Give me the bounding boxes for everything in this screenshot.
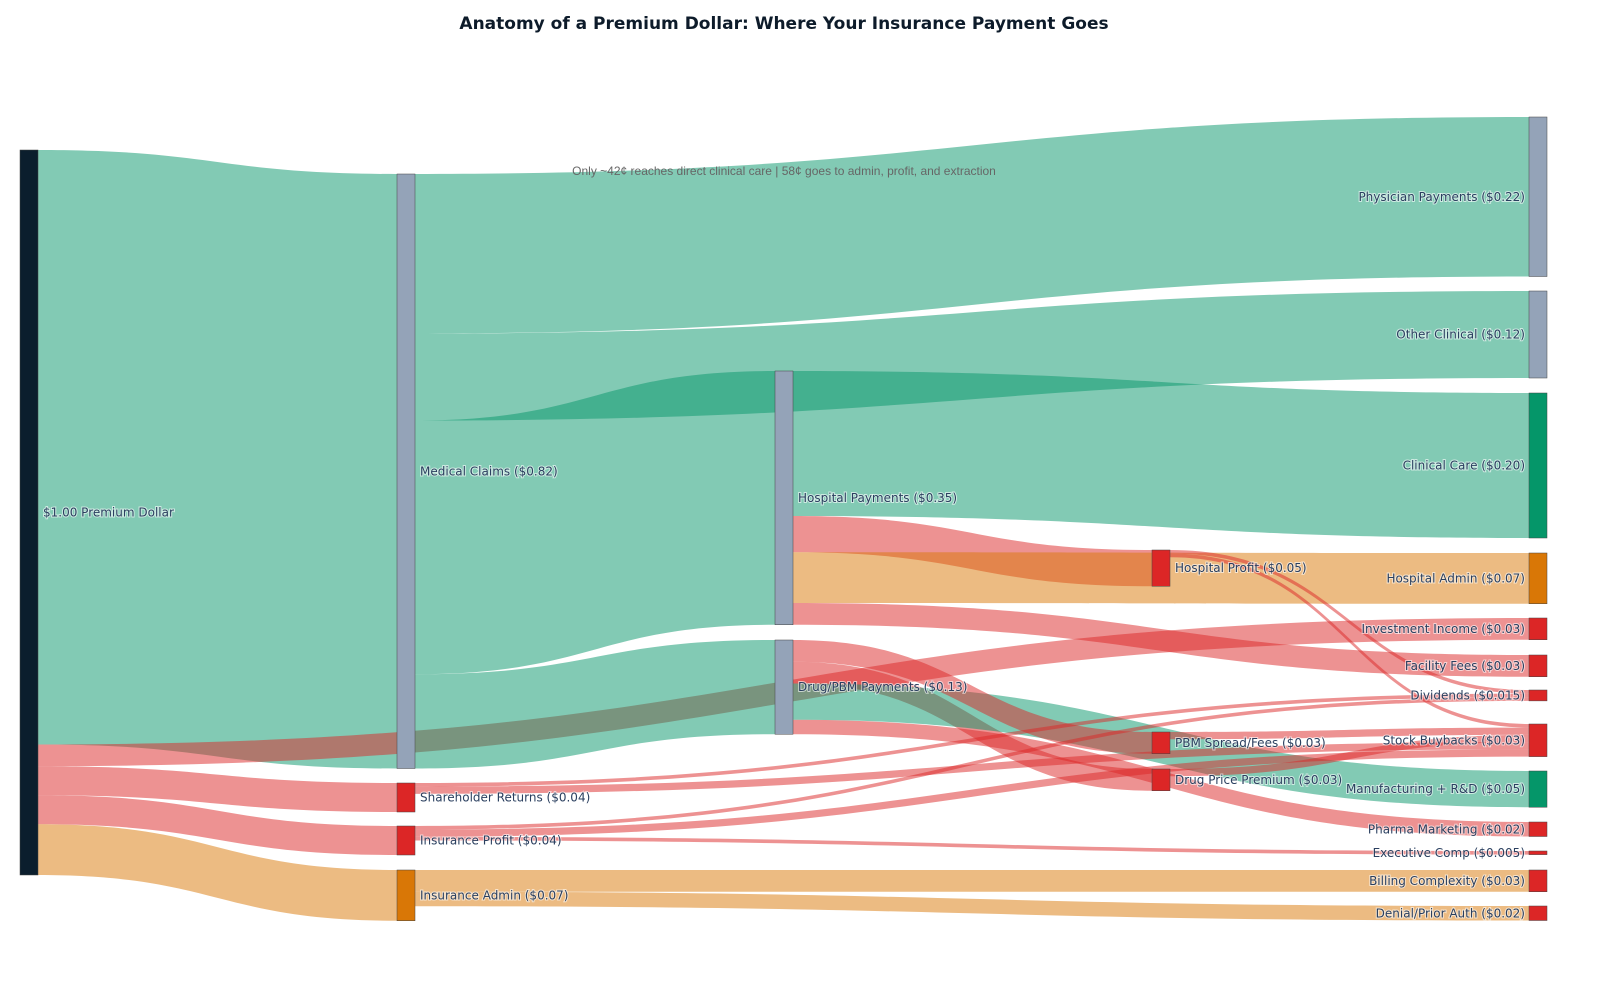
link-1-10 — [415, 117, 1529, 334]
chart-annotation: Only ~42¢ reaches direct clinical care |… — [572, 164, 996, 178]
node-label: Manufacturing + R&D ($0.05) — [1346, 782, 1525, 796]
node-label: Hospital Payments ($0.35) — [798, 491, 957, 505]
node-11[interactable] — [1528, 290, 1548, 379]
node-8[interactable] — [1151, 731, 1171, 754]
node-label: Hospital Profit ($0.05) — [1175, 561, 1307, 575]
node-17[interactable] — [1528, 723, 1548, 757]
link-0-2 — [38, 766, 397, 812]
node-label: PBM Spread/Fees ($0.03) — [1175, 736, 1326, 750]
node-label: Other Clinical ($0.12) — [1396, 328, 1525, 342]
link-7-17 — [1170, 553, 1529, 728]
node-label: Physician Payments ($0.22) — [1358, 190, 1525, 204]
link-3-17 — [415, 749, 1529, 837]
node-label: Executive Comp ($0.005) — [1373, 846, 1525, 860]
node-label: $1.00 Premium Dollar — [43, 506, 174, 520]
node-label: Insurance Admin ($0.07) — [420, 888, 568, 902]
node-10[interactable] — [1528, 116, 1548, 277]
link-1-6 — [415, 640, 775, 769]
node-label: Billing Complexity ($0.03) — [1369, 874, 1525, 888]
link-3-20 — [415, 836, 1529, 855]
node-label: Hospital Admin ($0.07) — [1386, 571, 1525, 585]
labels-layer: $1.00 Premium Dollar Medical Claims ($0.8… — [42, 189, 1526, 922]
node-6[interactable] — [774, 639, 794, 735]
node-label: Dividends ($0.015) — [1410, 688, 1525, 702]
node-16[interactable] — [1528, 689, 1548, 702]
link-3-16 — [415, 697, 1529, 830]
link-2-17 — [415, 742, 1529, 794]
node-label: Drug/PBM Payments ($0.13) — [798, 680, 967, 694]
node-4[interactable] — [396, 869, 416, 921]
node-21[interactable] — [1528, 869, 1548, 892]
link-5-15 — [793, 603, 1529, 677]
node-label: Denial/Prior Auth ($0.02) — [1376, 906, 1525, 920]
node-19[interactable] — [1528, 821, 1548, 837]
node-5[interactable] — [774, 370, 794, 625]
link-4-21 — [415, 870, 1529, 892]
node-label: Investment Income ($0.03) — [1362, 622, 1525, 636]
link-0-4 — [38, 824, 397, 921]
link-8-17 — [1170, 727, 1529, 740]
node-label: Pharma Marketing ($0.02) — [1368, 822, 1525, 836]
links-layer — [38, 117, 1529, 921]
node-label: Medical Claims ($0.82) — [420, 464, 558, 478]
node-label: Facility Fees ($0.03) — [1405, 659, 1525, 673]
node-13[interactable] — [1528, 552, 1548, 604]
nodes-layer — [19, 116, 1548, 921]
link-1-5 — [415, 371, 775, 675]
node-3[interactable] — [396, 825, 416, 856]
node-1[interactable] — [396, 173, 416, 769]
node-22[interactable] — [1528, 905, 1548, 921]
chart-title: Anatomy of a Premium Dollar: Where Your … — [459, 14, 1109, 34]
node-label: Shareholder Returns ($0.04) — [420, 791, 590, 805]
node-2[interactable] — [396, 782, 416, 813]
link-0-3 — [38, 795, 397, 855]
node-14[interactable] — [1528, 617, 1548, 640]
link-7-16 — [1170, 550, 1529, 694]
node-label: Stock Buybacks ($0.03) — [1383, 733, 1525, 747]
link-5-12 — [793, 371, 1529, 538]
node-7[interactable] — [1151, 549, 1171, 587]
node-label: Clinical Care ($0.20) — [1403, 459, 1525, 473]
node-0[interactable] — [19, 149, 39, 876]
node-label: Insurance Profit ($0.04) — [420, 834, 562, 848]
node-20[interactable] — [1528, 850, 1548, 855]
node-15[interactable] — [1528, 654, 1548, 677]
node-18[interactable] — [1528, 770, 1548, 808]
link-4-22 — [415, 891, 1529, 921]
node-9[interactable] — [1151, 768, 1171, 791]
link-0-1 — [38, 150, 397, 769]
node-label: Drug Price Premium ($0.03) — [1175, 773, 1342, 787]
node-12[interactable] — [1528, 392, 1548, 539]
link-2-16 — [415, 693, 1529, 787]
link-9-17 — [1170, 734, 1529, 777]
